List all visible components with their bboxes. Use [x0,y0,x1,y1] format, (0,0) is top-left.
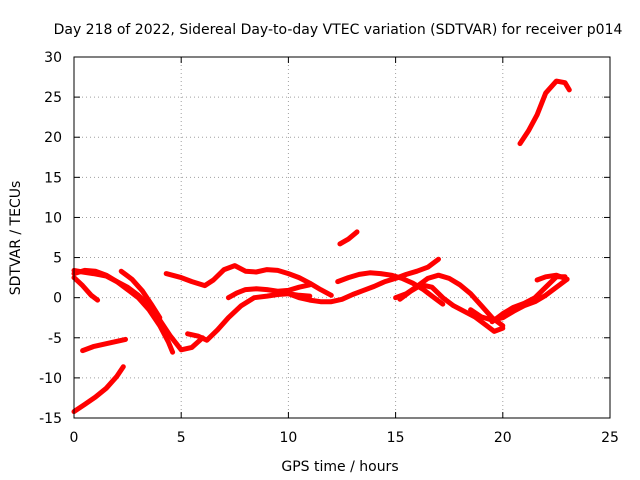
series-arc-10 [285,256,441,305]
y-axis-label: SDTVAR / TECUs [8,181,24,296]
y-tick-label: -15 [39,411,62,427]
series-arc-2 [80,336,128,354]
y-tick-label: -10 [39,371,62,387]
series-arc-6 [118,268,163,321]
plot-frame [73,56,611,419]
x-tick-label: 5 [177,430,186,446]
series-arc-5 [71,267,206,353]
y-tick-label: -5 [48,331,62,347]
x-tick-label: 20 [494,430,512,446]
series-arc-8 [185,291,313,343]
y-tick-label: 0 [53,291,62,307]
y-tick-label: 15 [44,170,62,186]
grid [74,57,610,418]
x-tick-label: 0 [70,430,79,446]
series-arc-1 [71,364,126,415]
x-tick-label: 10 [279,430,297,446]
series-arc-14 [397,282,506,334]
x-tick-label: 15 [387,430,405,446]
y-tick-label: 10 [44,210,62,226]
axes: 0 5 10 15 20 25 -15 -10 -5 0 5 10 15 20 25 30 [39,50,619,446]
x-tick-label: 25 [601,430,619,446]
y-tick-label: 5 [53,251,62,267]
series-arc-12 [337,229,360,247]
chart-title: Day 218 of 2022, Sidereal Day-to-day VTE… [54,22,623,38]
data-layer [71,78,572,415]
series-arc-15 [468,276,570,323]
x-axis-label: GPS time / hours [281,459,398,475]
y-tick-label: 25 [44,90,62,106]
y-tick-label: 20 [44,130,62,146]
series-arc-7 [163,263,334,298]
y-tick-label: 30 [44,50,62,66]
series-arc-18 [517,78,572,147]
series-arc-16 [489,274,568,325]
series-arc-4 [71,275,101,303]
series-arc-17 [534,272,570,283]
series-arc-11 [335,270,446,307]
series-arc-9 [225,282,313,301]
